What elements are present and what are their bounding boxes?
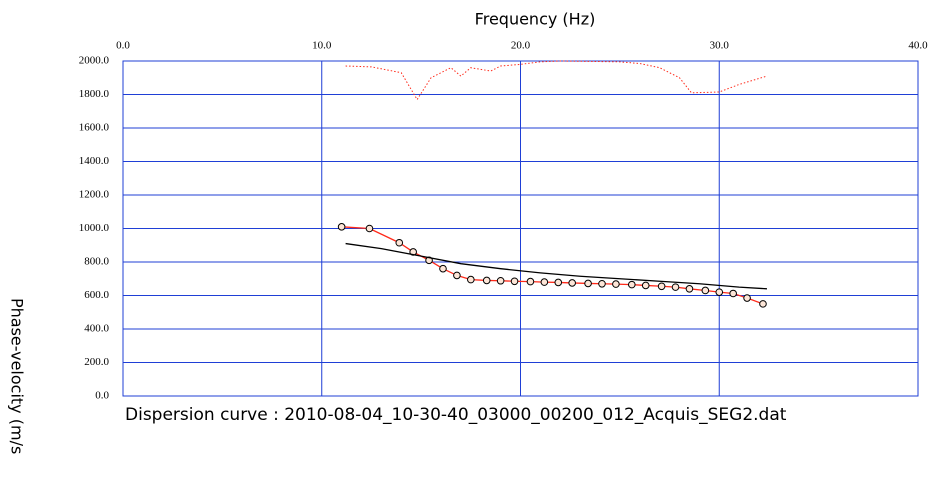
data-point — [759, 300, 767, 308]
data-point — [657, 282, 666, 291]
x-tick-label: 20.0 — [511, 40, 531, 52]
data-point — [628, 280, 636, 289]
data-point — [510, 277, 519, 286]
y-axis-label: Phase-velocity (m/s — [8, 298, 27, 454]
data-point — [365, 224, 374, 233]
y-tick-label: 1200.0 — [79, 189, 110, 201]
y-tick-label: 800.0 — [84, 256, 109, 268]
data-point — [584, 279, 592, 288]
series-line — [345, 242, 767, 290]
y-tick-label: 1600.0 — [79, 122, 110, 134]
data-point — [496, 276, 505, 285]
x-tick-label: 0.0 — [116, 40, 130, 52]
data-point — [685, 285, 694, 293]
data-point — [439, 264, 447, 273]
data-point — [395, 238, 404, 247]
data-point — [554, 278, 563, 287]
data-point — [729, 289, 737, 298]
data-point — [337, 223, 346, 231]
data-point — [598, 279, 606, 288]
x-tick-label: 40.0 — [908, 40, 928, 52]
data-point — [701, 286, 710, 295]
data-point — [540, 278, 549, 286]
chart-title: Dispersion curve : 2010-08-04_10-30-40_0… — [125, 405, 787, 425]
series-line — [345, 60, 768, 101]
y-tick-label: 200.0 — [84, 356, 109, 368]
y-tick-label: 1000.0 — [79, 222, 110, 234]
y-tick-label: 600.0 — [84, 289, 109, 301]
data-point — [743, 294, 751, 302]
data-point — [526, 277, 535, 286]
y-tick-label: 1800.0 — [79, 88, 110, 100]
data-point — [568, 279, 576, 287]
y-tick-label: 0.0 — [95, 390, 109, 402]
x-axis-label: Frequency (Hz) — [475, 10, 596, 29]
data-point — [612, 280, 620, 288]
data-point — [715, 288, 724, 296]
data-point — [453, 271, 461, 280]
data-point — [671, 283, 680, 291]
y-tick-label: 400.0 — [84, 323, 109, 335]
x-tick-label: 10.0 — [312, 40, 332, 52]
data-point — [641, 281, 650, 290]
data-point — [467, 275, 475, 284]
y-tick-label: 2000.0 — [79, 55, 110, 67]
y-tick-label: 1400.0 — [79, 155, 110, 167]
series-line — [341, 226, 764, 305]
data-point — [482, 276, 491, 285]
x-tick-label: 30.0 — [710, 40, 730, 52]
